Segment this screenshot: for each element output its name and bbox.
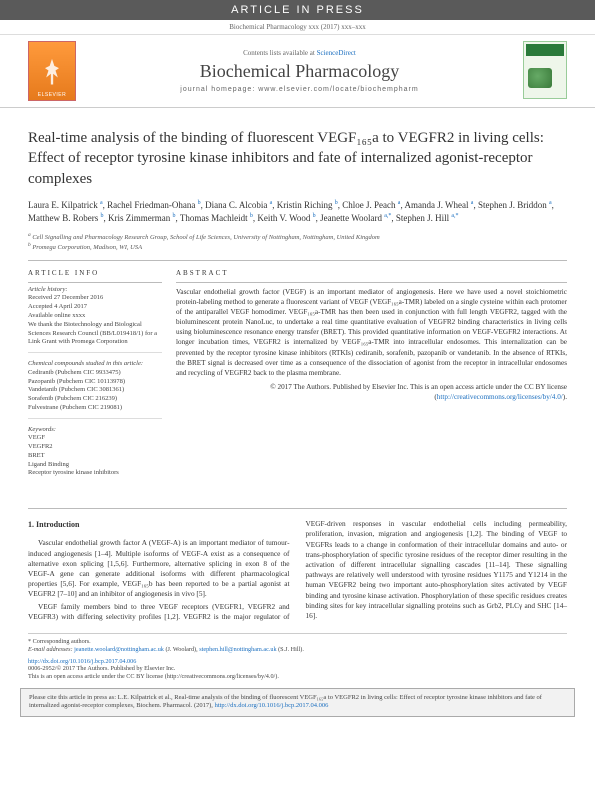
masthead: ELSEVIER Contents lists available at Sci… — [0, 35, 595, 108]
keywords-list: VEGFVEGFR2BRETLigand BindingReceptor tyr… — [28, 434, 119, 476]
contents-line: Contents lists available at ScienceDirec… — [243, 49, 356, 57]
doi-link[interactable]: http://dx.doi.org/10.1016/j.bcp.2017.04.… — [28, 658, 567, 665]
info-abstract-row: ARTICLE INFO Article history: Received 2… — [28, 260, 567, 490]
email-link-1[interactable]: jeanette.woolard@nottingham.ac.uk — [74, 646, 164, 653]
abstract-copyright: © 2017 The Authors. Published by Elsevie… — [176, 382, 567, 402]
compounds-block: Chemical compounds studied in this artic… — [28, 360, 162, 419]
sciencedirect-link[interactable]: ScienceDirect — [317, 49, 356, 57]
history-label: Article history: — [28, 286, 68, 293]
email-link-2[interactable]: stephen.hill@nottingham.ac.uk — [199, 646, 276, 653]
article-title: Real-time analysis of the binding of flu… — [28, 128, 567, 189]
abstract-column: ABSTRACT Vascular endothelial growth fac… — [176, 269, 567, 490]
article-history-block: Article history: Received 27 December 20… — [28, 286, 162, 353]
journal-homepage: journal homepage: www.elsevier.com/locat… — [180, 86, 418, 93]
publisher-name: ELSEVIER — [38, 92, 66, 98]
keywords-label: Keywords: — [28, 426, 56, 433]
elsevier-tree-icon — [38, 56, 66, 92]
accepted-date: Accepted 4 April 2017 — [28, 303, 87, 310]
abstract-body: Vascular endothelial growth factor (VEGF… — [176, 287, 567, 378]
compounds-label: Chemical compounds studied in this artic… — [28, 360, 143, 367]
contents-prefix: Contents lists available at — [243, 49, 317, 57]
article-content: Real-time analysis of the binding of flu… — [0, 108, 595, 682]
corresp-label: * Corresponding authors. — [28, 638, 567, 646]
footer-license: This is an open access article under the… — [28, 673, 567, 681]
introduction-section: 1. Introduction Vascular endothelial gro… — [28, 508, 567, 622]
article-in-press-banner: ARTICLE IN PRESS — [0, 0, 595, 20]
masthead-center: Contents lists available at ScienceDirec… — [76, 41, 523, 101]
abstract-head: ABSTRACT — [176, 269, 567, 283]
corresponding-authors: * Corresponding authors. E-mail addresse… — [28, 633, 567, 655]
funding-note: We thank the Biotechnology and Biologica… — [28, 321, 157, 346]
affiliation-a: a Cell Signalling and Pharmacology Resea… — [28, 232, 567, 242]
affiliations: a Cell Signalling and Pharmacology Resea… — [28, 232, 567, 253]
keywords-block: Keywords: VEGFVEGFR2BRETLigand BindingRe… — [28, 426, 162, 484]
online-date: Available online xxxx — [28, 312, 85, 319]
compounds-list: Cediranib (Pubchem CIC 9933475)Pazopanib… — [28, 369, 125, 411]
publisher-logo: ELSEVIER — [28, 41, 76, 101]
received-date: Received 27 December 2016 — [28, 294, 103, 301]
footer-copyright: 0006-2952/© 2017 The Authors. Published … — [28, 665, 567, 673]
article-info-head: ARTICLE INFO — [28, 269, 162, 282]
journal-cover-thumbnail — [523, 41, 567, 99]
intro-heading: 1. Introduction — [28, 519, 290, 530]
intro-p1: Vascular endothelial growth factor A (VE… — [28, 538, 290, 599]
citation-box: Please cite this article in press as: L.… — [20, 688, 575, 718]
citebox-doi-link[interactable]: http://dx.doi.org/10.1016/j.bcp.2017.04.… — [215, 702, 329, 709]
corresp-emails: E-mail addresses: jeanette.woolard@notti… — [28, 646, 567, 654]
affiliation-b: b Promega Corporation, Madison, WI, USA — [28, 242, 567, 252]
header-citation: Biochemical Pharmacology xxx (2017) xxx–… — [0, 20, 595, 35]
license-link[interactable]: http://creativecommons.org/licenses/by/4… — [437, 393, 563, 401]
journal-name: Biochemical Pharmacology — [200, 61, 399, 82]
article-info-column: ARTICLE INFO Article history: Received 2… — [28, 269, 162, 490]
author-list: Laura E. Kilpatrick a, Rachel Friedman-O… — [28, 199, 567, 226]
